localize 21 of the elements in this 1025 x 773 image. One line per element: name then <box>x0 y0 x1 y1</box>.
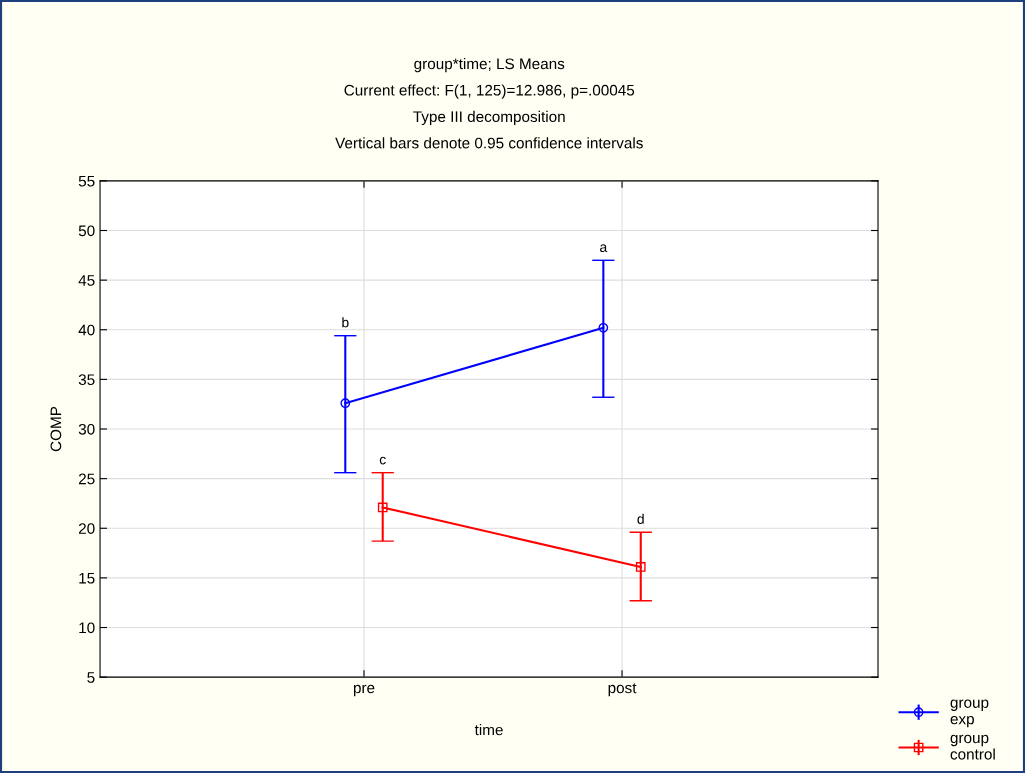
y-tick-label: 30 <box>78 423 95 435</box>
y-tick-label: 45 <box>78 275 95 286</box>
x-tick-label: post <box>608 683 637 697</box>
annotation: b <box>342 317 349 328</box>
y-tick-label: 15 <box>79 572 95 584</box>
y-tick-label: 5 <box>87 672 95 683</box>
y-tick-label: 20 <box>78 523 95 534</box>
y-tick-label: 10 <box>79 622 95 634</box>
legend-label: group control <box>950 734 995 760</box>
y-tick-label: 50 <box>78 225 95 237</box>
chart-title: group*time; LS Means Current effect: F(1, 125)=12.986, p=.00045 Type III decomposition Vertical bars denote 0.95 confidence intervals <box>335 57 643 149</box>
y-tick-label: 35 <box>78 374 95 386</box>
y-tick-label: 40 <box>78 324 95 336</box>
y-axis-title: COMP <box>50 406 62 452</box>
x-axis-title: time <box>474 724 503 736</box>
annotation: d <box>637 513 644 524</box>
x-tick-label: pre <box>353 684 375 697</box>
annotation: c <box>379 456 386 465</box>
annotation: a <box>600 244 608 252</box>
y-tick-label: 55 <box>78 175 95 187</box>
y-tick-label: 25 <box>78 473 95 485</box>
